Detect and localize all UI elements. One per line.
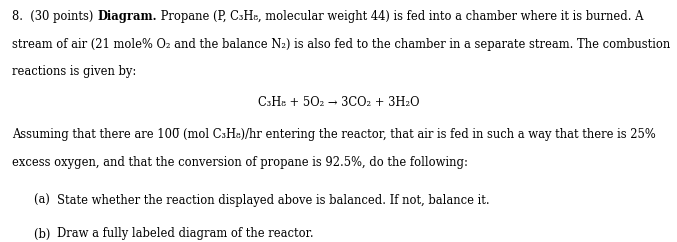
Text: State whether the reaction displayed above is balanced. If not, balance it.: State whether the reaction displayed abo… bbox=[57, 194, 489, 207]
Text: stream of air (21 mole% O₂ and the balance N₂) is also fed to the chamber in a s: stream of air (21 mole% O₂ and the balan… bbox=[12, 38, 670, 51]
Text: Diagram.: Diagram. bbox=[97, 10, 156, 23]
Text: (a): (a) bbox=[34, 194, 57, 207]
Text: 8.  (30 points): 8. (30 points) bbox=[12, 10, 97, 23]
Text: reactions is given by:: reactions is given by: bbox=[12, 65, 137, 78]
Text: Propane (P, C₃H₈, molecular weight 44) is fed into a chamber where it is burned.: Propane (P, C₃H₈, molecular weight 44) i… bbox=[156, 10, 643, 23]
Text: Draw a fully labeled diagram of the reactor.: Draw a fully labeled diagram of the reac… bbox=[58, 227, 314, 241]
Text: Assuming that there are 100̅ (mol C₃H₈)/hr entering the reactor, that air is fed: Assuming that there are 100̅ (mol C₃H₈)/… bbox=[12, 128, 656, 141]
Text: (b): (b) bbox=[34, 227, 58, 241]
Text: C₃H₈ + 5O₂ → 3CO₂ + 3H₂O: C₃H₈ + 5O₂ → 3CO₂ + 3H₂O bbox=[258, 96, 419, 109]
Text: excess oxygen, and that the conversion of propane is 92.5%, do the following:: excess oxygen, and that the conversion o… bbox=[12, 156, 468, 169]
